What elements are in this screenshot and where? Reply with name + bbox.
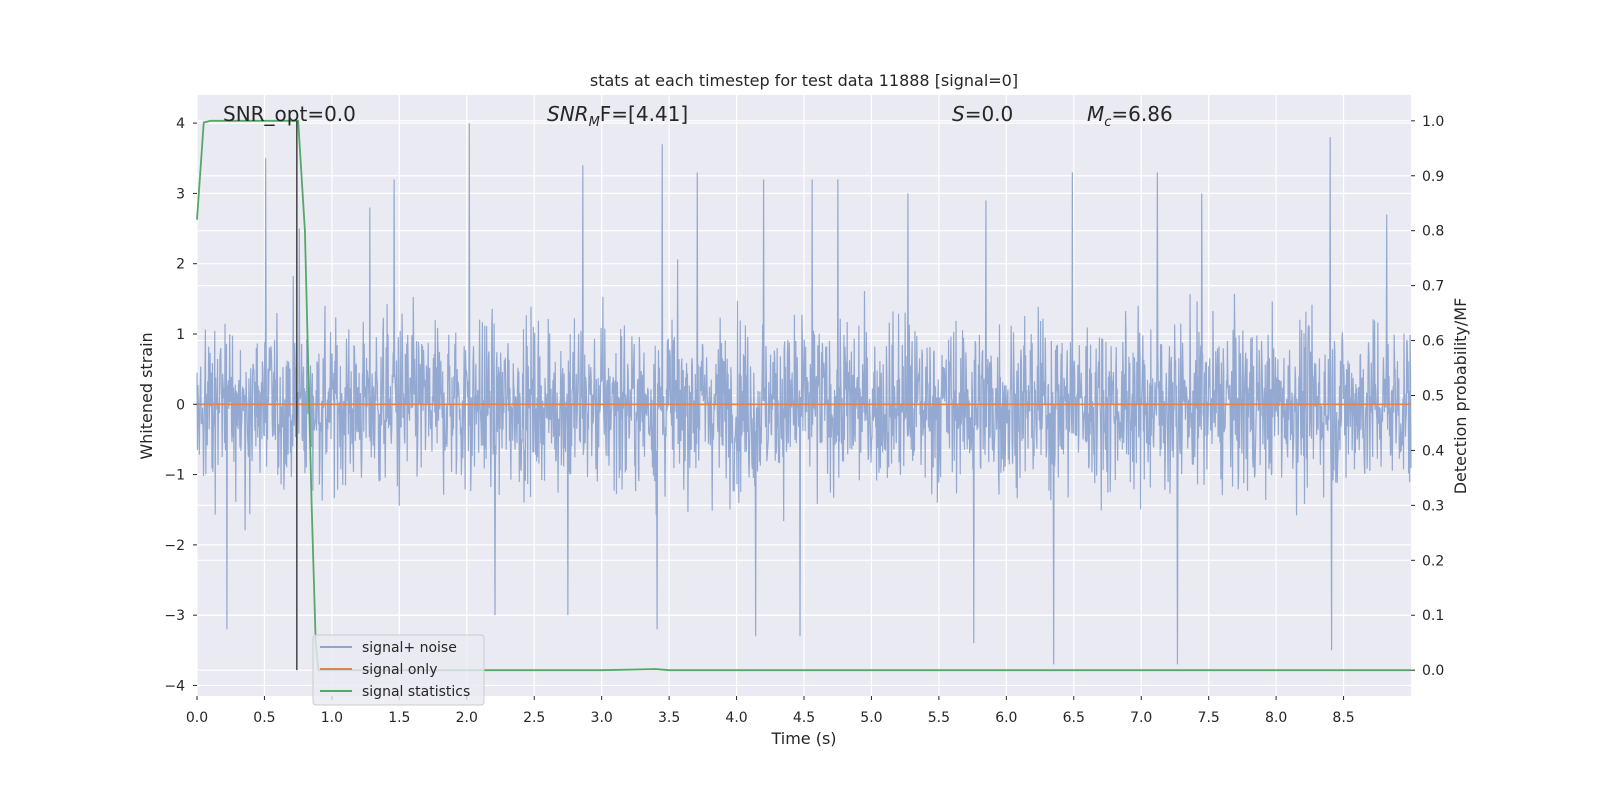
- y-tick-label-1: 3: [176, 186, 185, 202]
- y-tick-label-6: −2: [164, 538, 185, 554]
- y-axis-label: Whitened strain: [137, 332, 156, 459]
- mc-value: =6.86: [1111, 102, 1172, 126]
- x-tick-label-2: 1.0: [321, 710, 343, 726]
- noise-series: [196, 123, 1412, 665]
- legend-label-stats: signal statistics: [362, 684, 470, 700]
- y-tick-label-7: −3: [164, 608, 185, 624]
- x-tick-label-16: 8.0: [1265, 710, 1287, 726]
- x-tick-label-4: 2.0: [456, 710, 478, 726]
- snr-mf-main: SNR: [547, 102, 589, 126]
- legend-box: [312, 634, 485, 706]
- snr-mf-rest: F=[4.41]: [600, 102, 688, 126]
- annotation-s: S=0.0: [952, 102, 1013, 126]
- annotation-mc: Mc=6.86: [1087, 102, 1173, 130]
- legend: signal+ noise signal only signal statist…: [312, 634, 485, 706]
- x-tick-label-11: 5.5: [928, 710, 950, 726]
- mc-main: M: [1087, 102, 1104, 126]
- x-tick-label-14: 7.0: [1130, 710, 1152, 726]
- y-tick-label-2: 2: [176, 257, 185, 273]
- annotation-snr-opt: SNR_opt=0.0: [223, 102, 356, 126]
- x-tick-label-7: 3.5: [658, 710, 680, 726]
- y-ticks: 4 3 2 1 0 −1 −2 −3 −4: [164, 116, 197, 694]
- s-symbol: S: [952, 102, 965, 126]
- x-tick-label-17: 8.5: [1332, 710, 1354, 726]
- x-tick-label-12: 6.0: [995, 710, 1017, 726]
- y2-tick-label-4: 0.6: [1422, 334, 1444, 350]
- y-tick-label-3: 1: [176, 327, 185, 343]
- x-tick-label-8: 4.0: [725, 710, 747, 726]
- y2-tick-label-5: 0.5: [1422, 389, 1444, 405]
- y2-tick-label-10: 0.0: [1422, 663, 1444, 679]
- noise-trace: [196, 123, 1412, 665]
- y2-tick-label-7: 0.3: [1422, 498, 1444, 514]
- mc-sub: c: [1104, 115, 1111, 130]
- chart-title: stats at each timestep for test data 118…: [590, 71, 1018, 90]
- y2-tick-label-0: 1.0: [1422, 114, 1444, 130]
- y2-tick-label-8: 0.2: [1422, 553, 1444, 569]
- y-tick-label-4: 0: [176, 397, 185, 413]
- x-tick-label-15: 7.5: [1198, 710, 1220, 726]
- x-ticks: 0.0 0.5 1.0 1.5 2.0 2.5 3.0 3.5 4.0 4.5 5.0 5.5 6.0 6…: [186, 696, 1355, 726]
- legend-label-signal: signal only: [362, 662, 437, 678]
- y2-axis-label: Detection probability/MF: [1451, 298, 1470, 495]
- y2-tick-label-2: 0.8: [1422, 224, 1444, 240]
- grid-lines: [196, 95, 1411, 696]
- x-tick-label-5: 2.5: [523, 710, 545, 726]
- y2-tick-label-3: 0.7: [1422, 279, 1444, 295]
- y-tick-label-5: −1: [164, 468, 185, 484]
- s-value: =0.0: [965, 102, 1014, 126]
- legend-label-noise: signal+ noise: [362, 640, 457, 656]
- x-tick-label-3: 1.5: [388, 710, 410, 726]
- y2-tick-label-1: 0.9: [1422, 169, 1444, 185]
- x-tick-label-10: 5.0: [860, 710, 882, 726]
- x-axis-label: Time (s): [770, 729, 836, 748]
- x-tick-label-0: 0.0: [186, 710, 208, 726]
- y-tick-label-0: 4: [176, 116, 185, 132]
- y2-ticks: 1.0 0.9 0.8 0.7 0.6 0.5 0.4 0.3 0.2 0.1 0.0: [1411, 114, 1444, 679]
- x-tick-label-13: 6.5: [1063, 710, 1085, 726]
- x-tick-label-6: 3.0: [591, 710, 613, 726]
- annotation-snr-mf: SNRMF=[4.41]: [547, 102, 688, 130]
- x-tick-label-9: 4.5: [793, 710, 815, 726]
- x-tick-label-1: 0.5: [253, 710, 275, 726]
- snr-mf-sub: M: [589, 115, 600, 130]
- y-tick-label-8: −4: [164, 678, 185, 694]
- y2-tick-label-6: 0.4: [1422, 443, 1444, 459]
- y2-tick-label-9: 0.1: [1422, 608, 1444, 624]
